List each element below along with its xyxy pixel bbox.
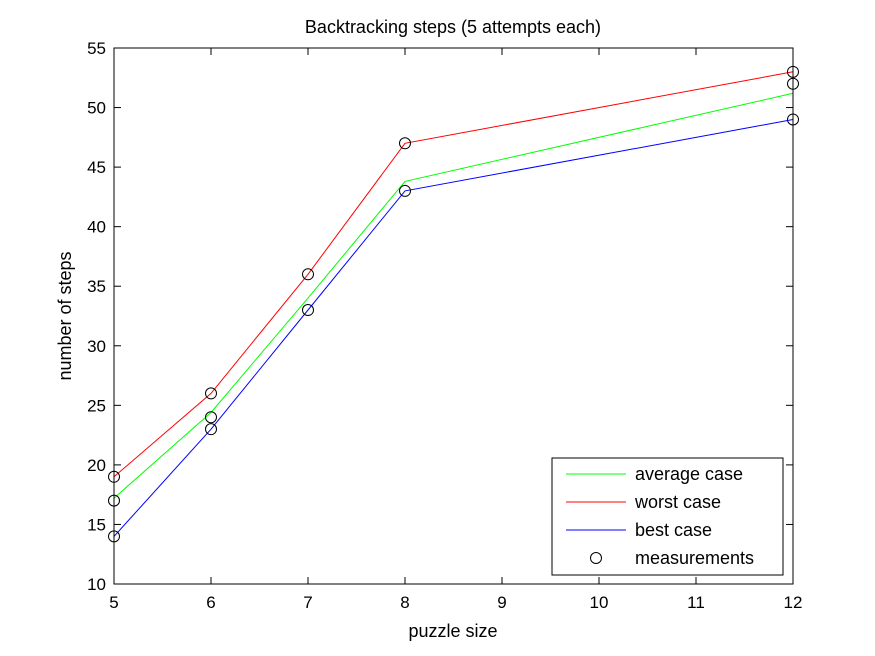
legend-box: [551, 457, 784, 576]
x-tick-label: 12: [784, 593, 803, 612]
measurement-point: [302, 304, 314, 317]
x-tick-label: 11: [687, 593, 705, 612]
y-tick-label: 35: [87, 277, 106, 296]
legend-label-average-case: average case: [635, 464, 743, 484]
measurement-point: [205, 387, 217, 400]
measurement-point: [302, 268, 314, 281]
y-tick-label: 10: [87, 575, 106, 594]
measurement-point: [399, 137, 411, 150]
y-tick-label: 15: [87, 515, 106, 534]
measurement-point: [205, 411, 217, 424]
y-tick-label: 50: [87, 99, 106, 118]
measurement-point: [399, 184, 411, 197]
x-tick-label: 9: [497, 593, 506, 612]
x-axis-title: puzzle size: [408, 621, 497, 641]
y-axis-title: number of steps: [55, 251, 75, 380]
x-tick-label: 5: [109, 593, 118, 612]
y-tick-label: 40: [87, 218, 106, 237]
legend-label-worst-case: worst case: [634, 492, 721, 512]
series-line-best-case: [113, 119, 794, 537]
x-tick-label: 8: [400, 593, 409, 612]
series-line-worst-case: [113, 71, 794, 478]
x-tick-label: 6: [206, 593, 215, 612]
y-tick-label: 25: [87, 396, 106, 415]
measurement-point: [205, 423, 217, 436]
chart-title: Backtracking steps (5 attempts each): [305, 17, 601, 37]
series-line-average-case: [113, 92, 794, 499]
plot-frame: [113, 47, 794, 585]
legend-label-best-case: best case: [635, 520, 712, 540]
y-tick-label: 45: [87, 158, 106, 177]
x-tick-label: 7: [303, 593, 312, 612]
y-tick-label: 55: [87, 39, 106, 58]
legend-swatch-measurements: [590, 552, 602, 564]
x-tick-label: 10: [590, 593, 609, 612]
legend-label-measurements: measurements: [635, 548, 754, 568]
y-tick-label: 20: [87, 456, 106, 475]
y-tick-label: 30: [87, 337, 106, 356]
